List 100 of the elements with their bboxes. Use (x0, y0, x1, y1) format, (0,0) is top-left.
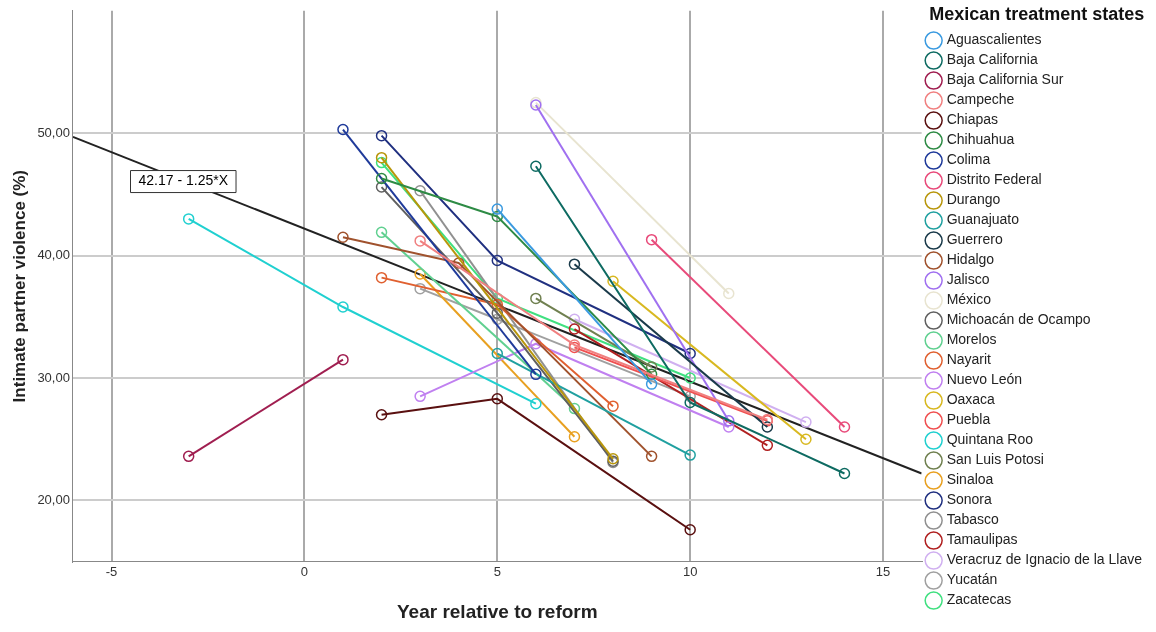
point (375, 271, 388, 284)
point (337, 123, 349, 136)
point (684, 396, 696, 409)
point (568, 402, 581, 415)
point (607, 400, 619, 412)
point (838, 421, 851, 433)
point (530, 160, 542, 172)
legend-label: Guanajuato (946, 211, 1020, 228)
point (337, 301, 349, 313)
point (375, 151, 388, 164)
legend-label: Veracruz de Ignacio de la Llave (946, 551, 1143, 568)
legend-label: Aguascalientes (946, 31, 1042, 48)
point (182, 450, 195, 463)
y-tick-label: 50,00 (37, 124, 70, 140)
point (491, 393, 504, 405)
point (491, 292, 504, 305)
legend-label: México (946, 291, 992, 308)
legend-label: Tamaulipas (946, 531, 1018, 548)
point (568, 431, 581, 443)
y-axis-title: Intimate partner violence (%) (9, 170, 29, 403)
point (337, 231, 349, 243)
legend-label: San Luis Potosi (946, 451, 1044, 468)
legend-label: Guerrero (946, 231, 1003, 248)
point (530, 397, 542, 410)
point (607, 275, 619, 288)
point (568, 258, 581, 270)
point (375, 129, 388, 142)
point (568, 323, 581, 335)
annotation: 42.17 - 1.25*X (138, 172, 229, 189)
point (375, 172, 388, 185)
point (645, 361, 658, 373)
point (414, 235, 426, 247)
legend-title: Mexican treatment states (929, 3, 1145, 24)
legend-label: Campeche (946, 91, 1015, 108)
point (684, 449, 696, 461)
point (684, 347, 696, 360)
legend-label: Tabasco (946, 511, 1000, 528)
point (838, 467, 851, 480)
point (452, 257, 465, 269)
point (182, 213, 195, 225)
x-tick-label: 5 (493, 563, 501, 579)
point (530, 337, 542, 350)
point (684, 372, 696, 384)
point (645, 233, 658, 246)
point (375, 181, 388, 193)
point (491, 254, 504, 267)
x-tick-label: 15 (875, 563, 891, 579)
point (723, 287, 735, 300)
point (414, 184, 426, 197)
point (491, 347, 504, 360)
point (684, 524, 696, 536)
point (530, 368, 542, 381)
point (645, 450, 658, 463)
legend-label: Puebla (946, 411, 991, 428)
legend-label: Nuevo León (946, 371, 1023, 388)
point (568, 313, 581, 325)
legend-label: Morelos (946, 331, 997, 348)
point (761, 421, 774, 433)
point (375, 226, 388, 239)
point (375, 156, 388, 169)
point (723, 421, 735, 433)
x-axis-title: Year relative to reform (396, 600, 598, 622)
point (684, 390, 696, 403)
point (491, 298, 504, 311)
legend-label: Colima (946, 151, 991, 168)
point (337, 353, 349, 366)
legend-label: Jalisco (946, 271, 990, 288)
legend-label: Hidalgo (946, 251, 995, 268)
legend-label: Nayarit (946, 351, 992, 368)
legend-label: Oaxaca (946, 391, 996, 408)
point (414, 282, 426, 295)
y-tick-label: 40,00 (37, 247, 70, 263)
legend-label: Yucatán (946, 571, 998, 588)
point (530, 292, 542, 305)
point (800, 433, 812, 445)
legend-label: Sinaloa (946, 471, 994, 488)
legend-label: Sonora (946, 491, 993, 508)
x-tick-label: -5 (105, 563, 118, 579)
point (761, 439, 774, 452)
y-tick-label: 20,00 (37, 491, 70, 507)
legend-label: Durango (946, 191, 1001, 208)
legend-label: Chiapas (946, 111, 999, 128)
point (375, 408, 388, 421)
point (414, 390, 426, 403)
legend-label: Michoacán de Ocampo (946, 311, 1091, 328)
point (491, 313, 504, 325)
legend-label: Zacatecas (946, 591, 1012, 608)
x-tick-label: 0 (300, 563, 309, 579)
legend-label: Baja California (946, 51, 1038, 68)
point (491, 307, 504, 319)
point (414, 268, 426, 280)
y-tick-label: 30,00 (37, 369, 70, 385)
point (491, 210, 504, 223)
point (723, 415, 735, 427)
legend-label: Baja California Sur (946, 71, 1064, 88)
point (645, 368, 658, 381)
x-tick-label: 10 (682, 563, 698, 579)
point (645, 378, 658, 390)
legend-label: Distrito Federal (946, 171, 1042, 188)
point (491, 203, 504, 215)
